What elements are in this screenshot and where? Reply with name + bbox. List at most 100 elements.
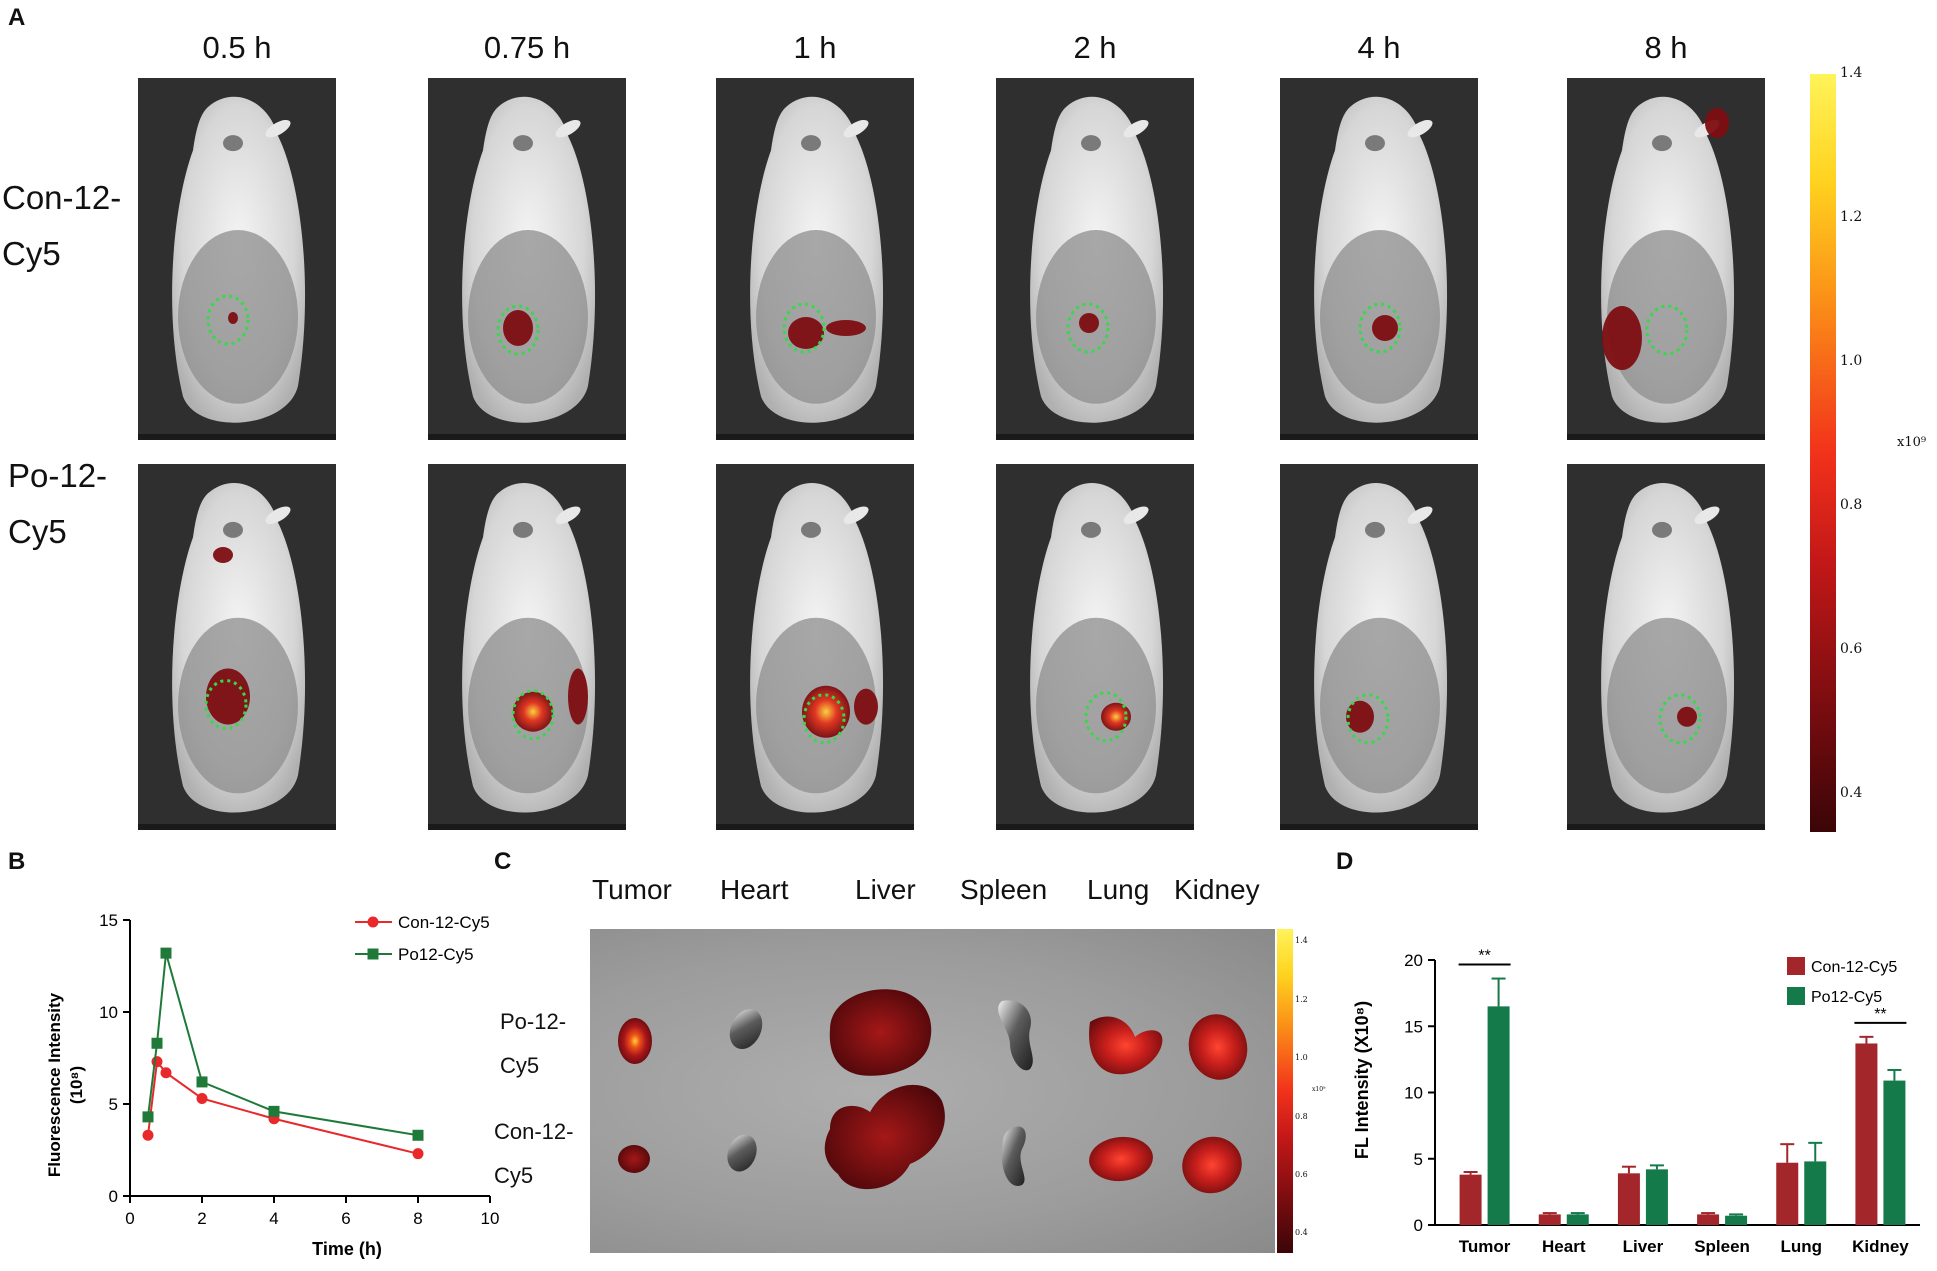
organ-label-spleen: Spleen xyxy=(960,874,1048,905)
fluorescence-spot xyxy=(788,317,824,349)
tile-floor xyxy=(1280,824,1478,830)
organ-lung-po xyxy=(1089,1016,1163,1075)
time-label-1: 0.75 h xyxy=(483,30,571,65)
fluorescence-spot xyxy=(213,546,233,563)
chart-b-point xyxy=(412,1129,424,1141)
chart-d-ytick-label: 10 xyxy=(1404,1084,1423,1103)
colorbar-a-tick-0: 1.4 xyxy=(1840,65,1863,81)
mouse-ear xyxy=(801,135,821,152)
tile-floor xyxy=(716,824,914,830)
chart-b-xtick-label: 8 xyxy=(413,1209,422,1228)
mouse-ear xyxy=(513,135,533,152)
tumor-roi-circle xyxy=(206,294,250,346)
chart-b-point xyxy=(196,1092,208,1104)
chart-d-bar xyxy=(1697,1214,1720,1225)
colorbar-a-tick-5: 0.4 xyxy=(1840,785,1863,801)
chart-d-category-label: Kidney xyxy=(1852,1237,1909,1256)
organ-kidney-con xyxy=(1182,1136,1242,1194)
mouse-image-r1-c4 xyxy=(1280,464,1478,830)
chart-d-significance-label: ** xyxy=(1874,1006,1886,1023)
colorbar-a-tick-1: 1.2 xyxy=(1840,209,1863,225)
colorbar-c-tick-1: 1.2 xyxy=(1295,995,1308,1004)
chart-b-legend-marker xyxy=(367,948,379,960)
mouse-ear-outer xyxy=(555,506,581,524)
colorbar-c xyxy=(1277,929,1293,1253)
mouse-image-r0-c5 xyxy=(1567,78,1765,440)
mouse-ear xyxy=(1652,135,1672,152)
ex-row-label-po: Po-12- Cy5 xyxy=(500,1000,566,1088)
chart-d-bar xyxy=(1459,1174,1482,1225)
ex-row-label-con: Con-12- Cy5 xyxy=(494,1110,573,1198)
mouse-ear xyxy=(801,521,821,538)
colorbar-c-tick-5: 0.4 xyxy=(1295,1228,1308,1237)
chart-b-series-line-1 xyxy=(147,952,419,1137)
chart-b-xtick-label: 6 xyxy=(341,1209,350,1228)
fluorescence-spot xyxy=(826,320,866,336)
chart-d-legend-swatch xyxy=(1787,987,1805,1005)
mouse-ear-outer xyxy=(1407,506,1433,524)
fluorescence-spot xyxy=(513,691,553,732)
chart-d-legend-label: Po12-Cy5 xyxy=(1811,989,1882,1006)
chart-d-category-label: Liver xyxy=(1623,1237,1664,1256)
chart-b-point xyxy=(160,947,172,959)
tumor-roi-circle xyxy=(496,304,540,356)
organ-liver-po xyxy=(829,989,932,1076)
mouse-ear-outer xyxy=(1407,119,1433,138)
row-label-po-line2: Cy5 xyxy=(8,513,67,550)
fluorescence-spot xyxy=(568,668,588,725)
fluorescence-spot xyxy=(503,310,533,346)
tile-floor xyxy=(1567,434,1765,440)
chart-d-category-label: Heart xyxy=(1542,1237,1586,1256)
mouse-ear xyxy=(223,135,243,152)
tumor-roi-circle xyxy=(1358,302,1402,354)
chart-d-ytick-label: 15 xyxy=(1404,1017,1423,1036)
bar-chart-organ-intensity: FL Intensity (X10⁸) 0 5 10 15 20 Tumor Heart Li… xyxy=(1352,948,1920,1256)
row-label-con-line1: Con-12- xyxy=(2,179,122,216)
chart-b-point xyxy=(268,1105,280,1117)
tile-floor xyxy=(428,434,626,440)
chart-d-ytick-label: 20 xyxy=(1404,951,1423,970)
chart-b-point xyxy=(160,1067,172,1079)
chart-b-legend-label: Con-12-Cy5 xyxy=(398,913,490,932)
chart-d-bar xyxy=(1804,1161,1827,1225)
organ-spleen-con xyxy=(1001,1126,1026,1186)
chart-d-bar xyxy=(1617,1173,1640,1225)
mouse-image-r0-c3 xyxy=(996,78,1194,440)
chart-d-bar xyxy=(1855,1043,1878,1225)
mouse-belly xyxy=(1036,617,1156,794)
colorbar-a xyxy=(1810,74,1836,832)
tile-floor xyxy=(138,434,336,440)
chart-b-xtick-label: 0 xyxy=(125,1209,134,1228)
mouse-image-r0-c4 xyxy=(1280,78,1478,440)
time-label-3: 2 h xyxy=(1073,30,1117,65)
tumor-roi-circle xyxy=(204,679,248,731)
mouse-ear-outer xyxy=(1123,119,1149,138)
chart-d-category-label: Tumor xyxy=(1459,1237,1511,1256)
organ-tumor-po xyxy=(618,1018,652,1064)
organ-heart-po xyxy=(729,1008,763,1050)
line-chart-fluorescence: Fluorescence Intensity (10⁸) Time (h) 0 5… xyxy=(45,911,499,1259)
mouse-image-r1-c5 xyxy=(1567,464,1765,830)
chart-d-legend-label: Con-12-Cy5 xyxy=(1811,959,1897,976)
chart-b-xtick-label: 2 xyxy=(197,1209,206,1228)
organ-label-heart: Heart xyxy=(720,874,789,905)
fluorescence-spot xyxy=(1079,313,1099,333)
panel-b-letter: B xyxy=(8,848,26,875)
chart-d-ylabel: FL Intensity (X10⁸) xyxy=(1352,1001,1372,1159)
fluorescence-spot xyxy=(1372,315,1398,341)
time-label-4: 4 h xyxy=(1357,30,1401,65)
chart-d-bar xyxy=(1538,1214,1561,1225)
ex-row-label-po-line2: Cy5 xyxy=(500,1053,540,1078)
chart-d-category-label: Spleen xyxy=(1694,1237,1750,1256)
fluorescence-spot xyxy=(206,668,250,725)
mouse-image-r1-c0 xyxy=(138,464,336,830)
chart-d-ytick-label: 0 xyxy=(1414,1216,1423,1235)
ex-vivo-organ-image xyxy=(590,929,1275,1253)
mouse-belly xyxy=(178,230,298,404)
chart-d-legend-swatch xyxy=(1787,957,1805,975)
chart-b-xlabel: Time (h) xyxy=(312,1239,382,1259)
mouse-ear-outer xyxy=(843,119,869,138)
mouse-ear-outer xyxy=(1123,506,1149,524)
organ-tumor-con xyxy=(618,1145,650,1173)
mouse-ear xyxy=(1081,135,1101,152)
